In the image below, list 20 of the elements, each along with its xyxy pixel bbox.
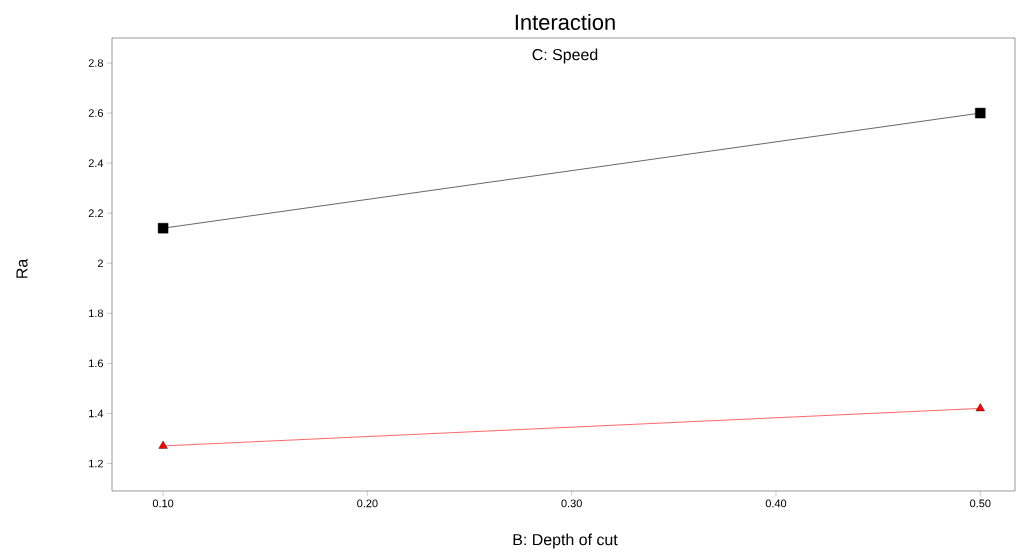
chart-title: Interaction [515,13,615,31]
point [975,107,986,119]
y-tick-label: 1.4 [89,409,104,418]
x-axis-title: B: Depth of cut [513,533,618,549]
text: C: Speed [532,48,598,64]
x-tick-label: 0.10 [152,499,174,508]
point [157,222,169,234]
y-tick-label: 1.2 [89,459,103,468]
x-tick-label: 0.30 [561,499,582,508]
x-tick-label: 0.40 [765,499,787,508]
y-tick-label: 2.8 [88,59,103,67]
y-tick-label: 2.6 [88,109,103,117]
x-tick-label: 0.50 [970,499,991,508]
y-tick-label: 2 [97,259,103,268]
y-tick-label: 2.2 [88,209,103,217]
y-tick-label: 1.8 [89,309,103,318]
x-tick-label: 0.20 [357,499,378,508]
y-tick-label: 1.6 [89,359,103,368]
y-tick-label: 2.4 [88,159,104,167]
y-axis-title: Ra [16,258,28,278]
